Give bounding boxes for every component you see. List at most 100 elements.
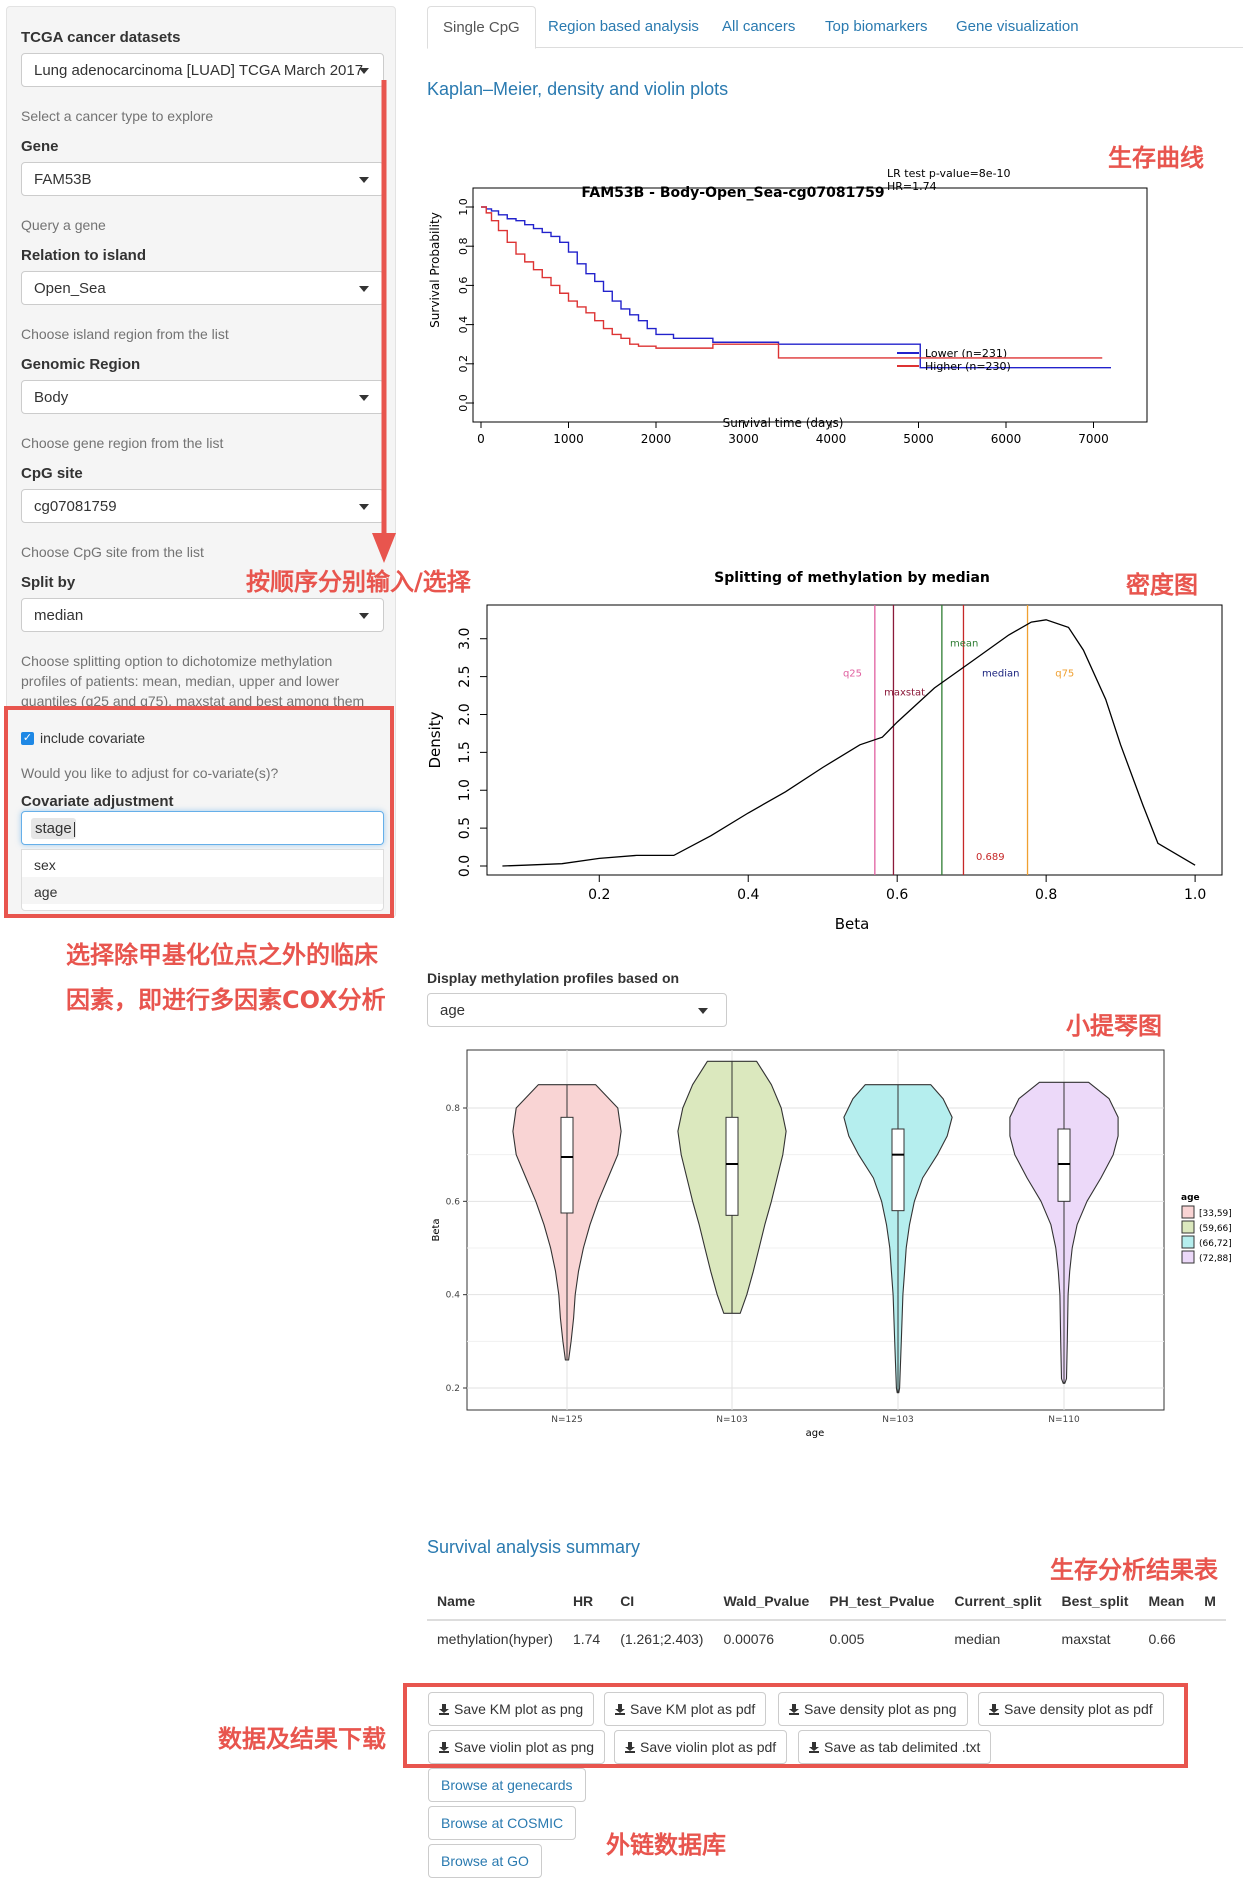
table-cell: methylation(hyper) [427, 1620, 563, 1653]
summary-table: Name HR CI Wald_Pvalue PH_test_Pvalue Current… [427, 1583, 1226, 1653]
covariate-option-age[interactable]: age [22, 877, 383, 904]
genecards-link[interactable]: Browse at genecards [428, 1768, 586, 1802]
island-help: Choose island region from the list [21, 326, 229, 342]
gene-label: Gene [21, 138, 59, 155]
density-x-tick-label: 0.4 [737, 887, 759, 903]
km-y-tick-label: 0.0 [457, 394, 470, 412]
plots-heading: Kaplan–Meier, density and violin plots [427, 79, 729, 99]
save-density-pdf-button[interactable]: Save density plot as pdf [978, 1692, 1164, 1726]
caret-down-icon [698, 1008, 708, 1014]
gene-select[interactable]: FAM53B [21, 162, 384, 196]
region-select[interactable]: Body [21, 380, 384, 414]
tab-region-based-analysis[interactable]: Region based analysis [548, 18, 699, 35]
violin-y-tick-label: 0.6 [446, 1197, 461, 1207]
dataset-select[interactable]: Lung adenocarcinoma [LUAD] TCGA March 20… [21, 53, 384, 87]
violin-plot: 0.2 0.4 0.6 0.8 N=125 N=103 N=103 N=110 age Beta a… [431, 1049, 1232, 1439]
violin-legend-label: (59,66] [1199, 1224, 1232, 1234]
text-cursor [74, 822, 75, 837]
covariate-input[interactable]: stage [21, 811, 384, 845]
cosmic-link[interactable]: Browse at COSMIC [428, 1806, 577, 1840]
km-y-label: Survival Probability [428, 212, 442, 328]
save-km-pdf-button[interactable]: Save KM plot as pdf [604, 1692, 767, 1726]
cpg-select-value: cg07081759 [34, 498, 117, 515]
save-violin-pdf-button[interactable]: Save violin plot as pdf [614, 1730, 788, 1764]
annotation-clinical-line1: 选择除甲基化位点之外的临床 [66, 941, 378, 969]
annotation-violin: 小提琴图 [1066, 1012, 1162, 1040]
violin-box [1057, 1128, 1071, 1202]
table-cell [1194, 1620, 1226, 1653]
dataset-help: Select a cancer type to explore [21, 108, 214, 124]
include-covariate-checkbox[interactable]: ✓ include covariate [21, 730, 145, 746]
island-select-value: Open_Sea [34, 280, 106, 297]
download-icon [439, 1703, 449, 1715]
table-row: methylation(hyper) 1.74 (1.261;2.403) 0.000… [427, 1620, 1226, 1653]
density-vline-label-maxstat: maxstat [884, 688, 925, 699]
km-plot: FAM53B - Body-Open_Sea-cg07081759 0 1000 20… [428, 167, 1148, 446]
km-x-tick-label: 3000 [728, 432, 759, 446]
violin-select-label: Display methylation profiles based on [427, 970, 680, 986]
save-violin-png-label: Save violin plot as png [454, 1739, 595, 1755]
violin-count-label: N=103 [716, 1415, 747, 1425]
km-x-tick-label: 7000 [1078, 432, 1109, 446]
go-link[interactable]: Browse at GO [428, 1844, 542, 1878]
table-cell: 0.66 [1138, 1620, 1195, 1653]
density-vline-label-mean: mean [950, 638, 978, 649]
violin-select[interactable]: age [427, 993, 727, 1027]
download-icon [789, 1703, 799, 1715]
density-vline-label-median: median [982, 669, 1020, 680]
density-y-tick-label: 1.0 [457, 779, 473, 801]
tab-all-cancers[interactable]: All cancers [722, 18, 796, 35]
covariate-help: Would you like to adjust for co-variate(… [21, 765, 279, 781]
density-vline-label-q75: q75 [1055, 669, 1074, 680]
cpg-label: CpG site [21, 465, 83, 482]
km-x-tick-label: 1000 [553, 432, 584, 446]
cpg-help: Choose CpG site from the list [21, 544, 204, 560]
column-header: Mean [1138, 1583, 1195, 1621]
summary-table-header: Name HR CI Wald_Pvalue PH_test_Pvalue Current… [427, 1583, 1226, 1621]
sidebar: TCGA cancer datasets Lung adenocarcinoma… [6, 6, 396, 918]
include-covariate-label: include covariate [40, 730, 146, 746]
split-label: Split by [21, 574, 76, 591]
annotation-survival-curve: 生存曲线 [1108, 144, 1204, 172]
tab-gene-visualization[interactable]: Gene visualization [956, 18, 1079, 35]
density-y-tick-label: 0.5 [457, 817, 473, 839]
annotation-downloads: 数据及结果下载 [218, 1725, 386, 1753]
tab-single-cpg[interactable]: Single CpG [427, 6, 536, 49]
save-txt-button[interactable]: Save as tab delimited .txt [798, 1730, 992, 1764]
density-plot-frame [486, 604, 1223, 876]
dataset-label: TCGA cancer datasets [21, 29, 181, 46]
column-header: Wald_Pvalue [713, 1583, 820, 1621]
split-select-value: median [34, 607, 84, 624]
caret-down-icon [359, 395, 369, 401]
km-annotation-pvalue: LR test p-value=8e-10 [887, 167, 1011, 180]
save-km-png-button[interactable]: Save KM plot as png [428, 1692, 595, 1726]
violin-legend-swatch [1181, 1235, 1195, 1249]
split-select[interactable]: median [21, 598, 384, 632]
km-series-line [481, 206, 1111, 369]
tab-top-biomarkers[interactable]: Top biomarkers [825, 18, 928, 35]
km-legend-label: Lower (n=231) [925, 347, 1007, 360]
table-cell: (1.261;2.403) [610, 1620, 714, 1653]
save-density-png-label: Save density plot as png [804, 1701, 957, 1717]
covariate-chip[interactable]: stage [31, 818, 76, 839]
island-select[interactable]: Open_Sea [21, 271, 384, 305]
save-km-pdf-label: Save KM plot as pdf [630, 1701, 756, 1717]
download-icon [989, 1703, 999, 1715]
violin-legend-swatch [1181, 1205, 1195, 1219]
column-header: M [1194, 1583, 1226, 1621]
density-vline-label-q25: q25 [843, 669, 862, 680]
split-help: Choose splitting option to dichotomize m… [21, 653, 365, 709]
save-density-png-button[interactable]: Save density plot as png [778, 1692, 968, 1726]
covariate-option-sex[interactable]: sex [34, 857, 56, 873]
region-select-value: Body [34, 389, 69, 406]
save-violin-png-button[interactable]: Save violin plot as png [428, 1730, 606, 1764]
download-icon [625, 1741, 635, 1753]
cpg-select[interactable]: cg07081759 [21, 489, 384, 523]
density-x-tick-label: 0.2 [588, 887, 610, 903]
violin-legend-label: (72,88] [1199, 1254, 1232, 1264]
caret-down-icon [359, 177, 369, 183]
gene-select-value: FAM53B [34, 171, 92, 188]
density-y-tick-label: 2.5 [457, 665, 473, 687]
checkmark-icon[interactable]: ✓ [21, 731, 34, 745]
km-y-tick-label: 0.6 [457, 277, 470, 295]
